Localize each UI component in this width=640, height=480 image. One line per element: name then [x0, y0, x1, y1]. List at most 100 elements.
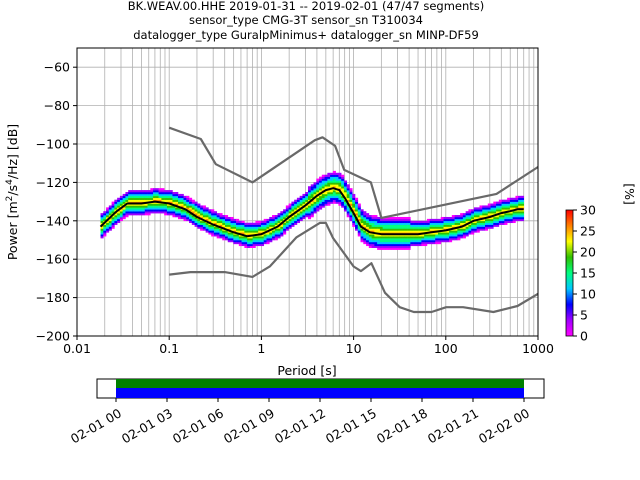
psd-cell [468, 213, 472, 216]
psd-cell [291, 209, 295, 212]
psd-cell [244, 245, 248, 248]
psd-cell [283, 211, 287, 214]
psd-cell [352, 215, 356, 218]
psd-cell [277, 213, 281, 216]
psd-cell [219, 224, 223, 227]
psd-cell [191, 207, 195, 210]
psd-cell [186, 213, 190, 216]
psd-cell [202, 207, 206, 210]
psd-cell [332, 197, 336, 200]
psd-cell [147, 192, 151, 195]
psd-cell [390, 240, 395, 243]
psd-cell [249, 232, 253, 235]
psd-cell [443, 220, 447, 224]
psd-cell [294, 220, 298, 224]
psd-cell [249, 243, 253, 247]
psd-cell [462, 213, 466, 216]
psd-cell [227, 224, 231, 227]
psd-cell [164, 205, 168, 208]
psd-cell [272, 230, 276, 233]
psd-cell [504, 201, 508, 204]
psd-cell [161, 203, 165, 206]
psd-cell [424, 224, 428, 227]
psd-cell [355, 215, 359, 218]
psd-cell [147, 205, 151, 208]
psd-cell [462, 230, 466, 233]
psd-cell [327, 201, 331, 204]
psd-cell [238, 224, 242, 227]
psd-cell [288, 209, 292, 212]
psd-cell [238, 234, 242, 237]
psd-cell [117, 215, 121, 218]
psd-cell [404, 234, 408, 237]
psd-cell [426, 236, 430, 239]
psd-cell [144, 190, 148, 193]
psd-cell [117, 201, 121, 204]
psd-cell [393, 226, 397, 229]
psd-cell [429, 218, 433, 222]
psd-cell [435, 238, 439, 241]
psd-cell [158, 195, 162, 199]
psd-cell [219, 213, 223, 216]
psd-cell [457, 236, 461, 239]
psd-cell [482, 222, 486, 225]
psd-cell [473, 209, 478, 212]
psd-cell [413, 240, 417, 243]
psd-cell [169, 211, 173, 214]
psd-cell [200, 224, 204, 227]
psd-cell [496, 207, 500, 210]
coverage-track [116, 379, 524, 388]
psd-cell [424, 222, 428, 225]
psd-cell [415, 228, 419, 231]
psd-cell [186, 199, 190, 202]
psd-cell [449, 238, 453, 241]
psd-cell [106, 220, 110, 224]
psd-cell [272, 222, 276, 225]
psd-cell [509, 213, 513, 216]
series-lines [99, 126, 538, 314]
y-tick-label: −120 [36, 175, 70, 190]
psd-cell [473, 213, 478, 216]
psd-cell [390, 220, 395, 224]
psd-cell [496, 218, 500, 222]
psd-cell [283, 228, 287, 231]
psd-cell [446, 234, 450, 237]
psd-cell [363, 215, 367, 218]
psd-cell [175, 193, 179, 197]
psd-cell [413, 243, 417, 247]
psd-cell [407, 230, 411, 233]
psd-cell [465, 226, 469, 229]
psd-cell [413, 236, 417, 239]
psd-cell [128, 190, 132, 193]
psd-cell [302, 215, 306, 218]
psd-cell [504, 222, 508, 225]
psd-cell [108, 220, 112, 224]
psd-cell [249, 240, 253, 243]
psd-cell [208, 216, 212, 220]
psd-cell [407, 240, 411, 243]
psd-cell [106, 226, 110, 229]
psd-cell [410, 226, 414, 229]
psd-cell [338, 180, 342, 183]
psd-cell [446, 218, 450, 222]
psd-cell [429, 224, 433, 227]
psd-cell [520, 199, 525, 202]
psd-cell [396, 247, 400, 250]
psd-cell [396, 230, 400, 233]
psd-cell [238, 220, 242, 224]
psd-cell [393, 241, 397, 245]
psd-cell [280, 215, 284, 218]
psd-cell [274, 234, 278, 237]
psd-cell [122, 209, 126, 212]
psd-cell [437, 232, 442, 235]
psd-cell [294, 209, 298, 212]
psd-cell [382, 230, 386, 233]
psd-cell [330, 192, 334, 195]
psd-cell [172, 193, 176, 197]
psd-cell [244, 238, 248, 241]
psd-cell [388, 241, 392, 245]
psd-cell [103, 228, 107, 231]
psd-cell [106, 211, 110, 214]
psd-cell [247, 228, 251, 231]
psd-cell [501, 199, 505, 202]
